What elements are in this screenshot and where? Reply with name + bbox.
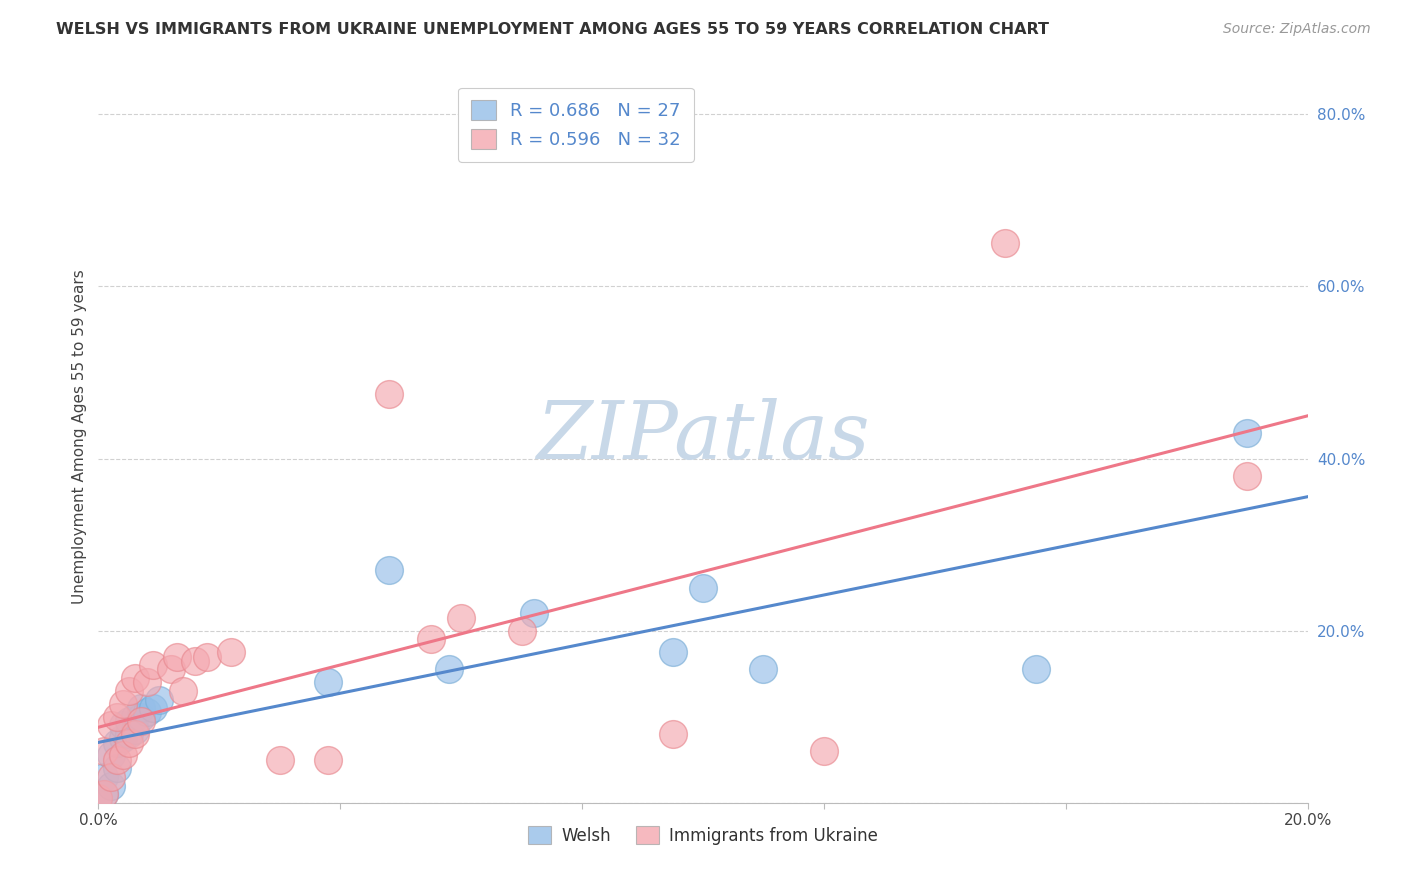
Point [111,731,134,746]
Point [129,714,152,728]
Point [105,761,128,775]
Point [105,710,128,724]
Point [316,675,339,690]
Point [160,662,183,676]
Point [118,684,141,698]
Point [377,564,399,578]
Point [124,710,146,724]
Point [148,692,170,706]
Point [1236,468,1258,483]
Point [994,236,1017,251]
Point [813,744,835,758]
Point [420,632,443,647]
Point [100,748,122,763]
Point [93,770,115,784]
Point [118,735,141,749]
Point [1024,662,1046,676]
Point [661,645,683,659]
Point [100,779,122,793]
Point [184,654,207,668]
Point [100,718,122,732]
Point [105,735,128,749]
Point [105,753,128,767]
Point [221,645,243,659]
Point [118,714,141,728]
Point [195,649,218,664]
Text: ZIPatlas: ZIPatlas [536,399,870,475]
Point [510,624,533,638]
Point [129,710,152,724]
Point [124,723,146,737]
Point [93,787,115,801]
Point [124,727,146,741]
Point [93,787,115,801]
Point [111,718,134,732]
Point [111,748,134,763]
Point [166,649,188,664]
Point [269,753,291,767]
Legend: Welsh, Immigrants from Ukraine: Welsh, Immigrants from Ukraine [520,818,886,853]
Point [692,581,714,595]
Point [142,701,165,715]
Point [316,753,339,767]
Point [93,744,115,758]
Point [118,727,141,741]
Point [450,611,472,625]
Point [124,671,146,685]
Point [142,658,165,673]
Point [100,770,122,784]
Point [135,706,157,720]
Point [87,791,110,805]
Text: WELSH VS IMMIGRANTS FROM UKRAINE UNEMPLOYMENT AMONG AGES 55 TO 59 YEARS CORRELAT: WELSH VS IMMIGRANTS FROM UKRAINE UNEMPLO… [56,22,1049,37]
Text: Source: ZipAtlas.com: Source: ZipAtlas.com [1223,22,1371,37]
Point [135,675,157,690]
Point [437,662,460,676]
Point [523,607,546,621]
Point [111,697,134,711]
Point [377,387,399,401]
Y-axis label: Unemployment Among Ages 55 to 59 years: Unemployment Among Ages 55 to 59 years [72,269,87,605]
Point [129,701,152,715]
Point [1236,425,1258,440]
Point [87,791,110,805]
Point [172,684,194,698]
Point [661,727,683,741]
Point [752,662,775,676]
